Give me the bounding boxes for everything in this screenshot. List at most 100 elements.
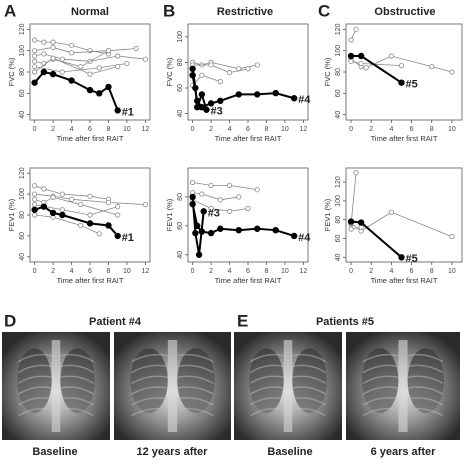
data-point (226, 182, 233, 188)
data-point (245, 66, 251, 72)
panel-letter: B (163, 1, 175, 20)
rib (17, 386, 52, 395)
rib (131, 407, 168, 417)
series-line (192, 64, 249, 74)
x-tick-label: 8 (430, 268, 434, 275)
panel-letter: C (318, 1, 330, 20)
xray-images (2, 332, 460, 440)
rib (17, 407, 52, 417)
data-point (86, 220, 94, 227)
y-tick-label: 80 (335, 216, 342, 224)
data-point (50, 55, 56, 61)
rib (407, 397, 444, 406)
rib (177, 397, 214, 406)
chart: 0 2 4 6 8 10 40 60 80 100 120 Time after first RAIT… (323, 23, 463, 143)
x-tick-label: 4 (389, 126, 393, 133)
data-point (192, 229, 199, 237)
series-line (351, 55, 403, 84)
x-tick-label: 8 (107, 126, 111, 133)
rib (407, 386, 444, 395)
data-point (87, 212, 93, 218)
data-point (189, 200, 196, 208)
plot-frame (345, 167, 463, 263)
data-point (59, 191, 65, 197)
rib (362, 397, 399, 406)
data-point (449, 69, 455, 75)
series-label: #4 (298, 94, 311, 106)
rib (292, 397, 327, 406)
data-point (41, 39, 47, 45)
data-point (353, 170, 359, 176)
y-tick-label: 40 (177, 110, 184, 118)
rib (60, 364, 95, 374)
data-point (290, 232, 298, 240)
data-point (78, 64, 84, 70)
rib (249, 364, 284, 374)
data-point (207, 100, 215, 107)
spine (398, 340, 408, 432)
y-tick-label: 60 (177, 222, 184, 230)
data-point (236, 194, 242, 200)
data-point (115, 212, 121, 218)
data-point (41, 186, 47, 192)
x-axis-label: Time after first RAIT (57, 134, 124, 143)
data-point (68, 196, 75, 202)
data-point (198, 91, 206, 98)
y-tick-label: 40 (177, 251, 184, 259)
series-line (192, 192, 239, 201)
series-line (34, 205, 119, 237)
panel-letter: E (237, 311, 248, 330)
data-point (96, 90, 103, 97)
data-point (105, 48, 112, 54)
data-point (398, 62, 405, 69)
rib (292, 375, 327, 384)
data-point (254, 225, 261, 232)
data-point (198, 228, 206, 235)
lung-field (17, 348, 52, 413)
data-point (105, 199, 112, 206)
data-point (235, 226, 242, 234)
x-tick-label: 4 (70, 268, 74, 275)
rib (131, 386, 168, 395)
data-point (207, 229, 215, 237)
rib (362, 364, 399, 374)
rib (60, 375, 95, 384)
rib (292, 407, 327, 417)
x-tick-label: 12 (141, 126, 149, 133)
y-tick-label: 80 (177, 58, 184, 66)
lung-field (177, 348, 215, 413)
data-point (347, 52, 355, 60)
data-point (124, 60, 130, 67)
x-tick-label: 8 (430, 126, 434, 133)
rib (362, 386, 399, 395)
x-axis-label: Time after first RAIT (215, 276, 282, 285)
y-tick-label: 100 (19, 45, 26, 57)
data-point (87, 71, 93, 77)
x-tick-label: 0 (349, 268, 353, 275)
data-point (32, 196, 38, 202)
x-tick-label: 4 (228, 268, 232, 275)
rib (60, 407, 95, 417)
rib (177, 407, 214, 417)
rib (60, 397, 95, 406)
data-point (40, 68, 48, 76)
spine (283, 340, 293, 432)
y-tick-label: 60 (19, 89, 26, 97)
x-tick-label: 10 (123, 268, 131, 275)
rib (17, 364, 52, 374)
x-tick-label: 10 (123, 126, 131, 133)
series-line (191, 75, 295, 109)
data-point (199, 72, 205, 78)
series-line (34, 214, 100, 235)
series-line (33, 70, 119, 111)
data-point (49, 70, 57, 78)
x-tick-label: 6 (88, 268, 92, 275)
chart: 0 2 4 6 8 10 12 40 60 80 100 120 Time after first RA… (7, 167, 151, 285)
y-tick-label: 80 (177, 193, 184, 201)
data-point (254, 62, 260, 68)
data-point (105, 222, 112, 229)
x-tick-label: 10 (448, 268, 456, 275)
spine (51, 340, 61, 432)
data-point (245, 205, 251, 212)
x-tick-label: 0 (33, 126, 37, 133)
